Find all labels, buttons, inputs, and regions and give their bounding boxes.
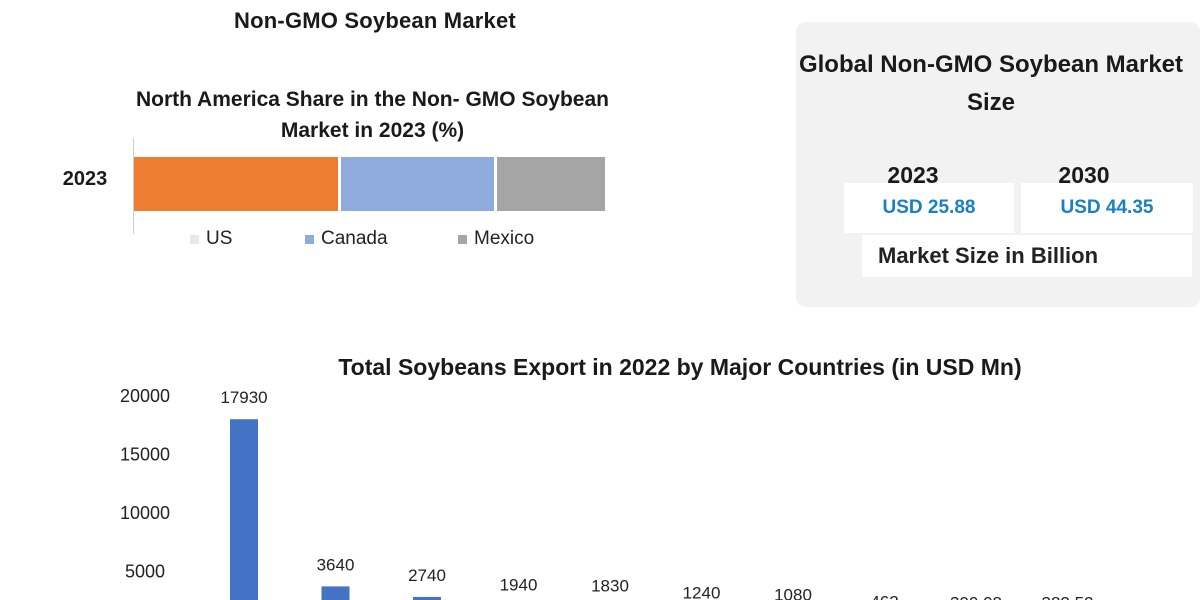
legend-swatch — [458, 234, 467, 244]
share-segment-mexico — [496, 157, 605, 211]
share-axis-line — [133, 138, 134, 234]
export-bar — [230, 419, 258, 600]
legend-label: Canada — [321, 228, 388, 249]
share-category-label: 2023 — [62, 168, 108, 190]
share-segment-us — [134, 157, 339, 211]
legend-swatch — [190, 234, 199, 244]
market-size-value-2030: USD 44.35 — [1021, 183, 1193, 233]
export-bar-value-label: 17930 — [220, 388, 267, 407]
legend-label: Mexico — [474, 228, 535, 249]
share-stacked-bar — [134, 157, 605, 211]
export-bar — [321, 586, 350, 600]
export-bar-value-label: 1080 — [774, 585, 812, 600]
share-legend-item-canada: Canada — [305, 227, 388, 251]
export-bar-value-label: 390.08 — [950, 593, 1002, 600]
market-size-unit-label: Market Size in Billion — [862, 235, 1192, 277]
share-segment-canada — [341, 157, 494, 211]
share-legend-item-us: US — [190, 227, 232, 251]
market-size-title: Global Non-GMO Soybean Market Size — [798, 51, 1184, 116]
market-size-value-2023: USD 25.88 — [844, 183, 1014, 233]
export-bar-value-label: 382.52 — [1042, 594, 1094, 600]
y-tick-label: 5000 — [125, 562, 165, 582]
y-tick-label: 10000 — [120, 503, 170, 523]
export-bar-value-label: 1830 — [591, 577, 629, 596]
export-bar-value-label: 1240 — [683, 583, 721, 600]
page-title: Non-GMO Soybean Market — [234, 8, 516, 33]
export-bar-value-label: 462 — [870, 593, 898, 600]
export-chart-title: Total Soybeans Export in 2022 by Major C… — [338, 354, 1022, 380]
share-chart-title: North America Share in the Non- GMO Soyb… — [136, 88, 609, 142]
legend-swatch — [305, 234, 314, 244]
y-tick-label: 20000 — [120, 386, 170, 406]
export-bar-value-label: 1940 — [500, 575, 538, 594]
legend-label: US — [206, 228, 233, 249]
export-bar — [413, 596, 441, 600]
y-tick-label: 15000 — [120, 445, 170, 465]
market-size-card: Global Non-GMO Soybean Market Size 2023 … — [796, 22, 1200, 307]
share-legend-item-mexico: Mexico — [458, 227, 534, 251]
export-bar-value-label: 3640 — [317, 555, 355, 574]
export-bar-value-label: 2740 — [408, 566, 446, 585]
